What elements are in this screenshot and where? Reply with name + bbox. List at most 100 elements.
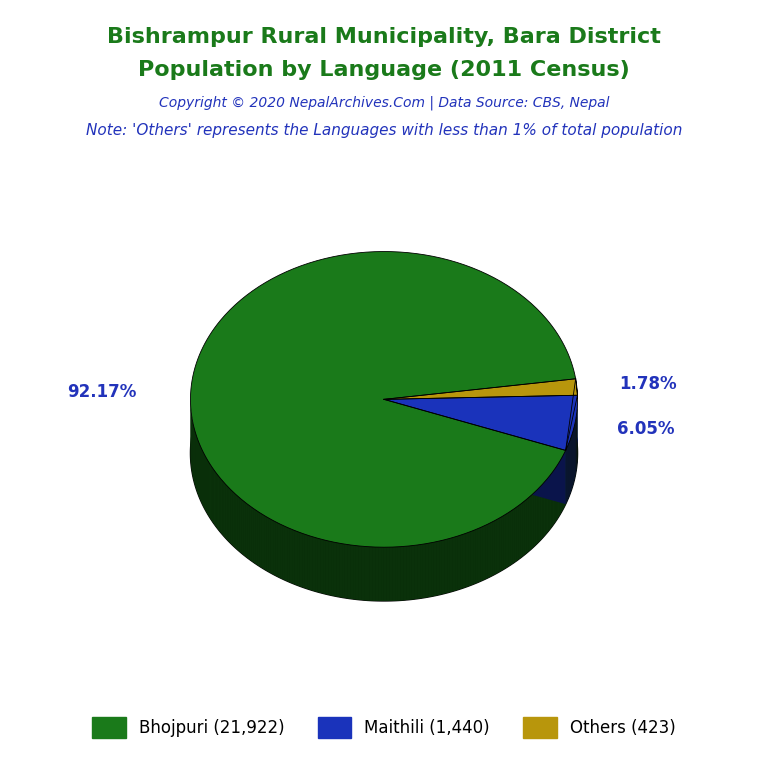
Polygon shape — [199, 442, 200, 498]
Polygon shape — [550, 474, 551, 529]
Polygon shape — [534, 492, 535, 547]
Polygon shape — [300, 532, 303, 587]
Polygon shape — [541, 485, 542, 540]
Polygon shape — [384, 396, 578, 450]
Polygon shape — [226, 485, 227, 540]
Polygon shape — [458, 535, 460, 590]
Polygon shape — [554, 468, 555, 524]
Polygon shape — [490, 522, 492, 577]
Polygon shape — [266, 517, 269, 571]
Polygon shape — [512, 508, 515, 564]
Text: 92.17%: 92.17% — [67, 383, 136, 401]
Polygon shape — [492, 521, 495, 576]
Polygon shape — [224, 482, 226, 538]
Polygon shape — [436, 541, 439, 595]
Polygon shape — [555, 466, 557, 521]
Polygon shape — [537, 488, 539, 544]
Polygon shape — [342, 544, 345, 598]
Polygon shape — [256, 510, 257, 565]
Polygon shape — [198, 440, 199, 496]
Polygon shape — [221, 479, 223, 535]
Polygon shape — [240, 498, 241, 553]
Polygon shape — [295, 531, 297, 585]
Polygon shape — [522, 501, 525, 556]
Polygon shape — [200, 446, 201, 502]
Polygon shape — [292, 529, 295, 584]
Polygon shape — [548, 475, 550, 531]
Polygon shape — [398, 547, 401, 601]
Polygon shape — [384, 379, 578, 399]
Polygon shape — [241, 499, 243, 554]
Polygon shape — [201, 449, 202, 504]
Polygon shape — [497, 518, 499, 573]
Polygon shape — [386, 547, 389, 601]
Polygon shape — [521, 502, 522, 558]
Polygon shape — [236, 495, 237, 550]
Polygon shape — [348, 545, 350, 599]
Polygon shape — [234, 493, 236, 548]
Polygon shape — [450, 538, 452, 592]
Legend: Bhojpuri (21,922), Maithili (1,440), Others (423): Bhojpuri (21,922), Maithili (1,440), Oth… — [85, 710, 683, 744]
Text: Bishrampur Rural Municipality, Bara District: Bishrampur Rural Municipality, Bara Dist… — [107, 27, 661, 47]
Text: Population by Language (2011 Census): Population by Language (2011 Census) — [138, 60, 630, 80]
Polygon shape — [372, 547, 376, 601]
Polygon shape — [499, 517, 502, 572]
Polygon shape — [488, 523, 490, 578]
Polygon shape — [227, 486, 229, 541]
Polygon shape — [551, 472, 553, 528]
Polygon shape — [434, 541, 436, 596]
Polygon shape — [561, 456, 562, 512]
Polygon shape — [423, 544, 425, 598]
Polygon shape — [542, 483, 544, 538]
Polygon shape — [485, 525, 488, 579]
Polygon shape — [364, 546, 367, 601]
Polygon shape — [243, 501, 245, 556]
Polygon shape — [452, 537, 455, 591]
Polygon shape — [247, 504, 250, 559]
Polygon shape — [465, 532, 468, 588]
Polygon shape — [547, 478, 548, 533]
Polygon shape — [356, 545, 359, 600]
Polygon shape — [362, 546, 364, 600]
Polygon shape — [401, 547, 403, 601]
Polygon shape — [215, 472, 217, 527]
Text: 6.05%: 6.05% — [617, 419, 674, 438]
Polygon shape — [307, 535, 310, 590]
Polygon shape — [532, 493, 534, 548]
Polygon shape — [403, 546, 406, 601]
Text: Note: 'Others' represents the Languages with less than 1% of total population: Note: 'Others' represents the Languages … — [86, 123, 682, 138]
Polygon shape — [417, 545, 420, 599]
Polygon shape — [323, 540, 326, 594]
Polygon shape — [516, 505, 518, 561]
Polygon shape — [336, 543, 339, 597]
Polygon shape — [207, 460, 209, 516]
Polygon shape — [353, 545, 356, 599]
Polygon shape — [260, 513, 262, 568]
Polygon shape — [245, 502, 247, 558]
Polygon shape — [525, 499, 526, 554]
Polygon shape — [210, 464, 211, 520]
Polygon shape — [508, 511, 510, 567]
Polygon shape — [389, 547, 392, 601]
Polygon shape — [518, 504, 521, 559]
Polygon shape — [415, 545, 417, 599]
Polygon shape — [481, 526, 483, 581]
Polygon shape — [214, 470, 215, 525]
Polygon shape — [220, 477, 221, 533]
Polygon shape — [483, 525, 485, 580]
Polygon shape — [290, 528, 292, 583]
Polygon shape — [331, 541, 334, 596]
Polygon shape — [420, 545, 423, 598]
Polygon shape — [431, 542, 434, 597]
Polygon shape — [287, 528, 290, 582]
Polygon shape — [535, 490, 537, 545]
Polygon shape — [545, 479, 547, 535]
Polygon shape — [395, 547, 398, 601]
Polygon shape — [471, 531, 473, 585]
Polygon shape — [218, 475, 220, 531]
Polygon shape — [190, 399, 578, 601]
Polygon shape — [190, 306, 578, 601]
Polygon shape — [478, 528, 481, 582]
Polygon shape — [559, 460, 561, 516]
Polygon shape — [359, 546, 362, 600]
